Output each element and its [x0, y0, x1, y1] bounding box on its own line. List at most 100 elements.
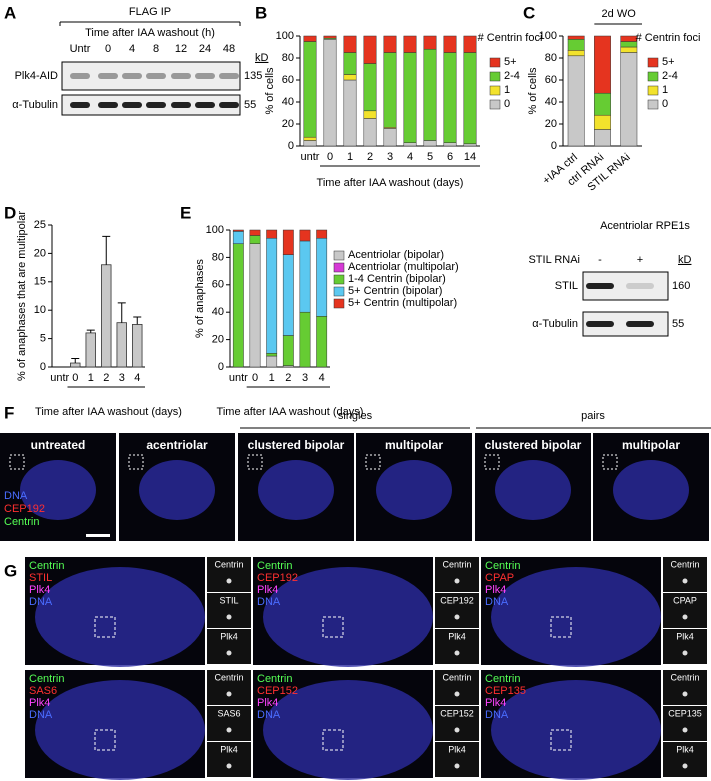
nucleus	[491, 680, 661, 780]
x-tick-label: 4	[319, 372, 325, 384]
nucleus	[376, 460, 452, 520]
y-tick-label: 80	[545, 52, 557, 64]
panel-letter: A	[4, 3, 16, 22]
channel-label: DNA	[29, 596, 53, 608]
bar-segment	[620, 41, 638, 48]
x-axis-label: Time after IAA washout (days)	[217, 406, 364, 418]
nucleus	[258, 460, 334, 520]
channel-label: Plk4	[257, 697, 278, 709]
size-label: 55	[672, 318, 684, 330]
x-axis-label: Time after IAA washout (days)	[35, 406, 182, 418]
y-tick-label: 40	[212, 306, 224, 318]
bar-segment	[423, 48, 437, 141]
bar-segment	[363, 35, 377, 64]
x-tick-label: 3	[387, 151, 393, 163]
legend-swatch	[647, 57, 659, 68]
y-tick-label: 5	[40, 333, 46, 345]
nucleus	[495, 460, 571, 520]
spot	[226, 691, 232, 697]
bar-segment	[403, 52, 417, 143]
panel-letter: G	[4, 561, 17, 580]
band	[146, 73, 166, 79]
error-bar	[86, 329, 95, 333]
inset	[435, 629, 479, 664]
legend-title: # Centrin foci	[636, 32, 701, 44]
legend-swatch	[489, 71, 501, 82]
band	[98, 73, 118, 79]
bar-segment	[594, 35, 611, 94]
x-axis-label: Time after IAA washout (days)	[317, 177, 464, 189]
inset-box	[94, 729, 116, 751]
channel-label: Plk4	[485, 697, 506, 709]
band	[146, 102, 166, 108]
inset-box	[322, 616, 344, 638]
channel-label: DNA	[485, 709, 509, 721]
inset	[207, 557, 251, 592]
bar-segment	[383, 35, 397, 53]
panel-letter: F	[4, 403, 14, 422]
inset-label: Plk4	[676, 631, 694, 641]
spot	[226, 763, 232, 769]
bar	[101, 264, 112, 368]
inset-label: Plk4	[676, 744, 694, 754]
x-tick-label: 0	[72, 372, 78, 384]
scale-bar	[86, 534, 110, 537]
bar-segment	[303, 140, 317, 147]
legend-label: Acentriolar (bipolar)	[348, 249, 444, 261]
legend-label: 2-4	[504, 70, 520, 82]
bar-segment	[316, 229, 328, 239]
group-label: singles	[338, 410, 373, 422]
x-tick-label: 1	[269, 372, 275, 384]
y-tick-label: 15	[34, 276, 46, 288]
channel-label: SAS6	[29, 685, 57, 697]
nucleus	[263, 680, 433, 780]
bar-segment	[567, 55, 585, 147]
bar-segment	[620, 52, 638, 147]
x-tick-label: 4	[407, 151, 413, 163]
bar-segment	[232, 243, 244, 368]
legend-swatch	[489, 99, 501, 110]
spot	[682, 578, 688, 584]
legend-swatch	[333, 274, 345, 285]
legend-label: 2-4	[662, 70, 678, 82]
bar-segment	[403, 142, 417, 147]
bar-segment	[594, 129, 611, 147]
channel-label: DNA	[29, 709, 53, 721]
channel-label: Plk4	[29, 697, 50, 709]
bar-segment	[443, 52, 457, 143]
inset-label: Centrin	[442, 672, 471, 682]
channel-label: DNA	[257, 709, 281, 721]
row-label: STIL	[555, 280, 578, 292]
spot	[682, 614, 688, 620]
inset-box	[9, 454, 25, 470]
channel-label: CEP152	[257, 685, 298, 697]
inset-label: CPAP	[673, 595, 697, 605]
channel-label: CPAP	[485, 572, 514, 584]
spot	[454, 578, 460, 584]
spot	[682, 727, 688, 733]
bar-segment	[266, 237, 278, 354]
inset-box	[128, 454, 144, 470]
inset-label: Plk4	[448, 744, 466, 754]
spot	[454, 727, 460, 733]
annotation: 2d WO	[602, 8, 637, 20]
band	[586, 321, 614, 327]
legend-swatch	[489, 85, 501, 96]
bar-segment	[282, 335, 294, 366]
band	[195, 102, 215, 108]
nucleus	[613, 460, 689, 520]
y-tick-label: 0	[288, 140, 294, 152]
inset-label: Plk4	[448, 631, 466, 641]
y-tick-label: 100	[206, 224, 224, 236]
legend-label: 5+ Centrin (multipolar)	[348, 297, 457, 309]
band	[626, 321, 654, 327]
lane-label: -	[598, 254, 602, 266]
inset	[435, 557, 479, 592]
bar	[116, 322, 127, 368]
bar-segment	[323, 35, 337, 39]
bar-segment	[383, 52, 397, 128]
y-tick-label: 0	[40, 361, 46, 373]
inset-label: Plk4	[220, 744, 238, 754]
inset-label: Centrin	[214, 559, 243, 569]
spot	[226, 650, 232, 656]
